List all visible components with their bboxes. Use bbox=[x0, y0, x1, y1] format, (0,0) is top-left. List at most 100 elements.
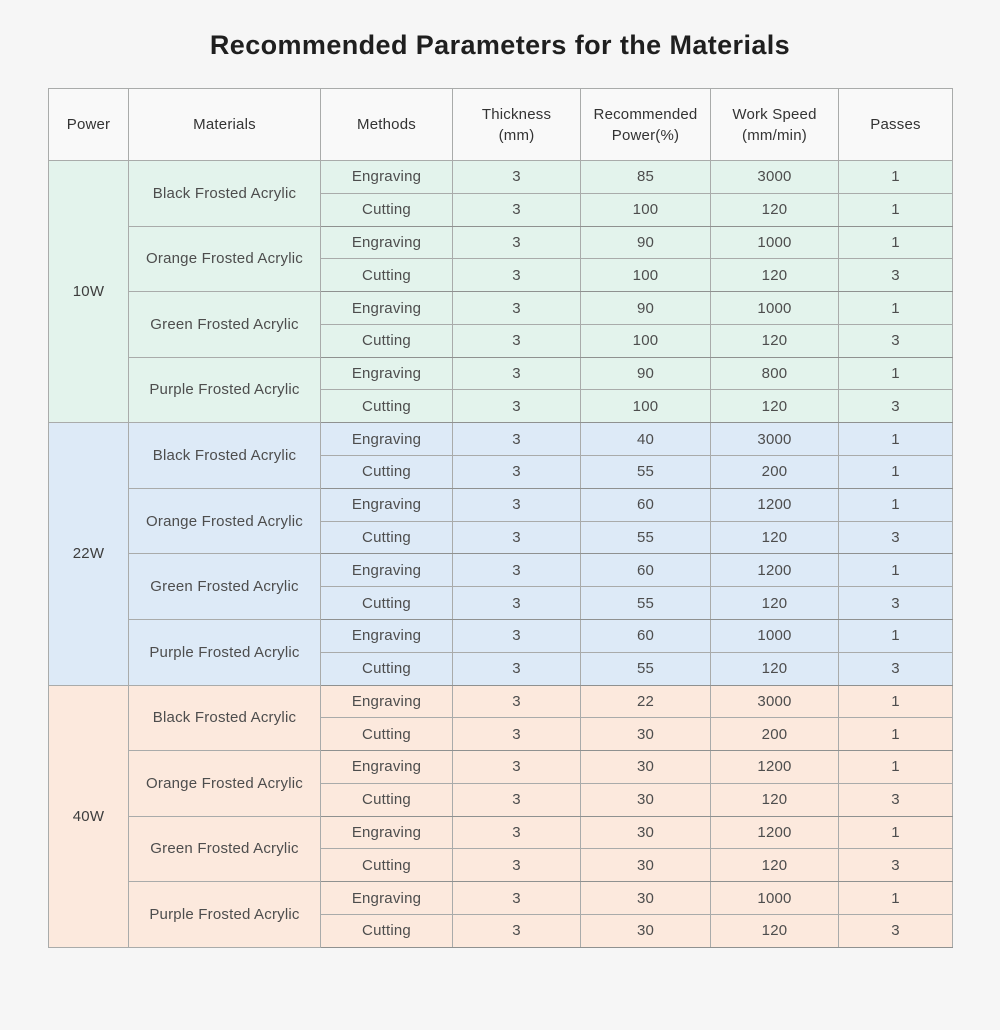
passes-cell: 3 bbox=[838, 782, 953, 817]
passes-cell: 1 bbox=[838, 225, 953, 260]
table-row: Cutting 3 55 200 1 bbox=[48, 455, 953, 489]
recommended-power-cell: 90 bbox=[580, 291, 711, 325]
method-cell: Cutting bbox=[320, 258, 453, 293]
thickness-cell: 3 bbox=[452, 291, 581, 325]
recommended-power-cell: 85 bbox=[580, 160, 711, 194]
material-cell: Purple Frosted Acrylic bbox=[128, 881, 321, 948]
method-cell: Engraving bbox=[320, 160, 453, 194]
passes-cell: 1 bbox=[838, 422, 953, 457]
power-cell: 10W bbox=[48, 159, 129, 424]
page: Recommended Parameters for the Materials… bbox=[0, 30, 1000, 949]
passes-cell: 1 bbox=[838, 192, 953, 227]
thickness-cell: 3 bbox=[452, 356, 581, 391]
passes-cell: 1 bbox=[838, 750, 953, 784]
recommended-power-cell: 60 bbox=[580, 553, 711, 588]
work-speed-cell: 1000 bbox=[710, 225, 839, 260]
recommended-power-cell: 30 bbox=[580, 913, 711, 949]
work-speed-cell: 1000 bbox=[710, 291, 839, 325]
parameters-table: Power Materials Methods Thickness (mm) R… bbox=[48, 88, 953, 949]
table-row: Purple Frosted Acrylic Engraving 3 30 1000 1 bbox=[48, 881, 953, 948]
method-cell: Cutting bbox=[320, 192, 453, 227]
passes-cell: 3 bbox=[838, 520, 953, 555]
recommended-power-cell: 40 bbox=[580, 422, 711, 457]
work-speed-cell: 1200 bbox=[710, 553, 839, 588]
work-speed-cell: 120 bbox=[710, 192, 839, 227]
thickness-cell: 3 bbox=[452, 553, 581, 588]
passes-cell: 1 bbox=[838, 160, 953, 194]
table-body: 10W Black Frosted Acrylic Engraving 3 85 3000… bbox=[48, 159, 953, 949]
recommended-power-cell: 60 bbox=[580, 487, 711, 522]
method-cell: Engraving bbox=[320, 291, 453, 325]
column-header-thickness: Thickness (mm) bbox=[452, 88, 581, 161]
work-speed-cell: 3000 bbox=[710, 684, 839, 719]
work-speed-cell: 1200 bbox=[710, 750, 839, 784]
thickness-cell: 3 bbox=[452, 684, 581, 719]
table-row: 10W Black Frosted Acrylic Engraving 3 85 3000… bbox=[48, 159, 953, 424]
passes-cell: 1 bbox=[838, 618, 953, 653]
thickness-cell: 3 bbox=[452, 750, 581, 784]
work-speed-cell: 120 bbox=[710, 323, 839, 358]
thickness-cell: 3 bbox=[452, 323, 581, 358]
recommended-power-cell: 55 bbox=[580, 520, 711, 555]
work-speed-cell: 200 bbox=[710, 455, 839, 489]
power-cell: 40W bbox=[48, 684, 129, 948]
page-title: Recommended Parameters for the Materials bbox=[209, 30, 791, 60]
recommended-power-cell: 60 bbox=[580, 618, 711, 653]
passes-cell: 1 bbox=[838, 553, 953, 588]
column-header-materials: Materials bbox=[128, 88, 321, 161]
recommended-power-cell: 30 bbox=[580, 782, 711, 817]
table-row: 40W Black Frosted Acrylic Engraving 3 22 3000… bbox=[48, 684, 953, 948]
recommended-power-cell: 90 bbox=[580, 356, 711, 391]
passes-cell: 3 bbox=[838, 258, 953, 293]
method-cell: Cutting bbox=[320, 520, 453, 555]
passes-cell: 1 bbox=[838, 291, 953, 325]
thickness-cell: 3 bbox=[452, 487, 581, 522]
thickness-cell: 3 bbox=[452, 717, 581, 752]
thickness-cell: 3 bbox=[452, 225, 581, 260]
work-speed-cell: 1200 bbox=[710, 487, 839, 522]
material-cell: Orange Frosted Acrylic bbox=[128, 487, 321, 555]
passes-cell: 3 bbox=[838, 586, 953, 620]
passes-cell: 3 bbox=[838, 848, 953, 883]
material-cell: Purple Frosted Acrylic bbox=[128, 356, 321, 424]
work-speed-cell: 120 bbox=[710, 258, 839, 293]
thickness-cell: 3 bbox=[452, 881, 581, 915]
passes-cell: 3 bbox=[838, 651, 953, 686]
recommended-power-cell: 30 bbox=[580, 717, 711, 752]
method-cell: Cutting bbox=[320, 455, 453, 489]
recommended-power-cell: 100 bbox=[580, 323, 711, 358]
thickness-cell: 3 bbox=[452, 586, 581, 620]
method-cell: Cutting bbox=[320, 913, 453, 949]
header-row: Power Materials Methods Thickness (mm) R… bbox=[48, 88, 953, 161]
recommended-power-cell: 30 bbox=[580, 750, 711, 784]
work-speed-cell: 120 bbox=[710, 520, 839, 555]
work-speed-cell: 200 bbox=[710, 717, 839, 752]
method-cell: Engraving bbox=[320, 225, 453, 260]
column-header-passes: Passes bbox=[838, 88, 953, 161]
table-row: Orange Frosted Acrylic Engraving 3 90 1000 1 bbox=[48, 225, 953, 293]
work-speed-cell: 120 bbox=[710, 848, 839, 883]
thickness-cell: 3 bbox=[452, 389, 581, 424]
table-row: Purple Frosted Acrylic Engraving 3 60 1000 1 bbox=[48, 618, 953, 686]
column-header-recommended-power: Recommended Power(%) bbox=[580, 88, 711, 161]
thickness-cell: 3 bbox=[452, 782, 581, 817]
work-speed-cell: 120 bbox=[710, 651, 839, 686]
table-row: Cutting 3 100 120 1 bbox=[48, 192, 953, 227]
thickness-cell: 3 bbox=[452, 815, 581, 850]
method-cell: Cutting bbox=[320, 323, 453, 358]
table-row: Purple Frosted Acrylic Engraving 3 90 800 1 bbox=[48, 356, 953, 424]
material-cell: Orange Frosted Acrylic bbox=[128, 225, 321, 293]
table-row: Orange Frosted Acrylic Engraving 3 60 1200 1 bbox=[48, 487, 953, 555]
method-cell: Engraving bbox=[320, 881, 453, 915]
table-row: Green Frosted Acrylic Engraving 3 60 1200 1 bbox=[48, 553, 953, 620]
passes-cell: 3 bbox=[838, 389, 953, 424]
method-cell: Engraving bbox=[320, 422, 453, 457]
column-header-methods: Methods bbox=[320, 88, 453, 161]
power-cell: 22W bbox=[48, 422, 129, 686]
recommended-power-cell: 100 bbox=[580, 192, 711, 227]
thickness-cell: 3 bbox=[452, 848, 581, 883]
passes-cell: 1 bbox=[838, 455, 953, 489]
passes-cell: 1 bbox=[838, 881, 953, 915]
work-speed-cell: 3000 bbox=[710, 422, 839, 457]
thickness-cell: 3 bbox=[452, 455, 581, 489]
